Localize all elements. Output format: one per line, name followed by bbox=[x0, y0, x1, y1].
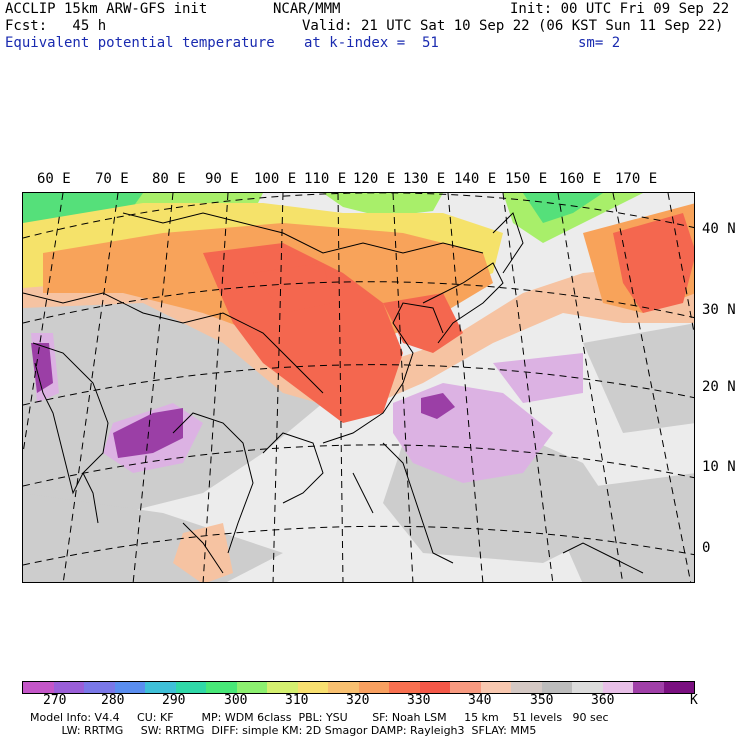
colorbar-swatch bbox=[84, 682, 115, 693]
lat-label: 40 N bbox=[702, 221, 736, 237]
forecast-hour: Fcst: 45 h bbox=[5, 18, 107, 34]
center-label: NCAR/MMM bbox=[273, 1, 341, 17]
colorbar-swatch bbox=[358, 682, 389, 693]
colorbar-swatch bbox=[236, 682, 267, 693]
lon-label: 140 E bbox=[454, 171, 497, 187]
colorbar-swatch bbox=[633, 682, 664, 693]
lon-label: 120 E bbox=[353, 171, 396, 187]
run-title: ACCLIP 15km ARW-GFS init bbox=[5, 1, 208, 17]
colorbar-swatch bbox=[450, 682, 481, 693]
colorbar-swatch bbox=[572, 682, 603, 693]
colorbar-swatch bbox=[114, 682, 145, 693]
lon-label: 100 E bbox=[254, 171, 297, 187]
valid-time: Valid: 21 UTC Sat 10 Sep 22 (06 KST Sun … bbox=[302, 18, 724, 34]
colorbar-swatch bbox=[206, 682, 237, 693]
colorbar-tick: 330 bbox=[407, 693, 431, 708]
coastlines bbox=[23, 212, 644, 574]
lon-label: 90 E bbox=[205, 171, 239, 187]
lon-label: 80 E bbox=[152, 171, 186, 187]
lon-label: 60 E bbox=[37, 171, 71, 187]
colorbar-swatch bbox=[663, 682, 694, 693]
theta-e-map bbox=[22, 192, 695, 583]
colorbar-swatch bbox=[175, 682, 206, 693]
colorbar-tick: 350 bbox=[530, 693, 554, 708]
model-info-line2: LW: RRTMG SW: RRTMG DIFF: simple KM: 2D … bbox=[30, 724, 537, 737]
lon-label: 160 E bbox=[559, 171, 602, 187]
lon-label: 110 E bbox=[304, 171, 347, 187]
colorbar-swatch bbox=[480, 682, 511, 693]
colorbar-swatch bbox=[541, 682, 572, 693]
model-info-line1: Model Info: V4.4 CU: KF MP: WDM 6class P… bbox=[30, 711, 609, 724]
colorbar-swatch bbox=[267, 682, 298, 693]
colorbar-tick: 360 bbox=[591, 693, 615, 708]
colorbar-tick: 320 bbox=[346, 693, 370, 708]
colorbar-tick: 270 bbox=[43, 693, 67, 708]
colorbar-swatch bbox=[602, 682, 633, 693]
colorbar-swatch bbox=[23, 682, 54, 693]
smoothing: sm= 2 bbox=[578, 35, 621, 51]
colorbar-tick: 280 bbox=[101, 693, 125, 708]
field-name: Equivalent potential temperature bbox=[5, 35, 275, 51]
graticule bbox=[23, 193, 694, 582]
level-index: at k-index = 51 bbox=[304, 35, 439, 51]
lon-label: 70 E bbox=[95, 171, 129, 187]
lat-label: 10 N bbox=[702, 459, 736, 475]
colorbar-tick: 300 bbox=[224, 693, 248, 708]
lat-label: 0 bbox=[702, 540, 711, 556]
colorbar-swatch bbox=[328, 682, 359, 693]
lon-label: 130 E bbox=[403, 171, 446, 187]
colorbar-tick: 340 bbox=[468, 693, 492, 708]
init-time: Init: 00 UTC Fri 09 Sep 22 bbox=[510, 1, 730, 17]
colorbar-swatch bbox=[297, 682, 328, 693]
lon-label: 150 E bbox=[505, 171, 548, 187]
colorbar-unit: K bbox=[690, 693, 698, 708]
colorbar-tick: 310 bbox=[285, 693, 309, 708]
colorbar-swatch bbox=[419, 682, 450, 693]
map-canvas bbox=[23, 193, 694, 582]
lon-label: 170 E bbox=[615, 171, 658, 187]
lat-label: 20 N bbox=[702, 379, 736, 395]
lat-label: 30 N bbox=[702, 302, 736, 318]
colorbar-tick: 290 bbox=[162, 693, 186, 708]
colorbar-swatch bbox=[145, 682, 176, 693]
colorbar-swatch bbox=[53, 682, 84, 693]
colorbar-swatch bbox=[511, 682, 542, 693]
colorbar-swatch bbox=[389, 682, 420, 693]
colorbar bbox=[22, 681, 695, 694]
